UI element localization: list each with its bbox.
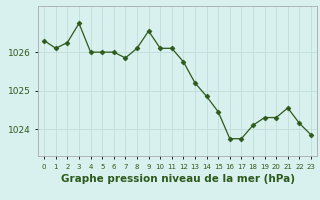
X-axis label: Graphe pression niveau de la mer (hPa): Graphe pression niveau de la mer (hPa) (60, 174, 295, 184)
